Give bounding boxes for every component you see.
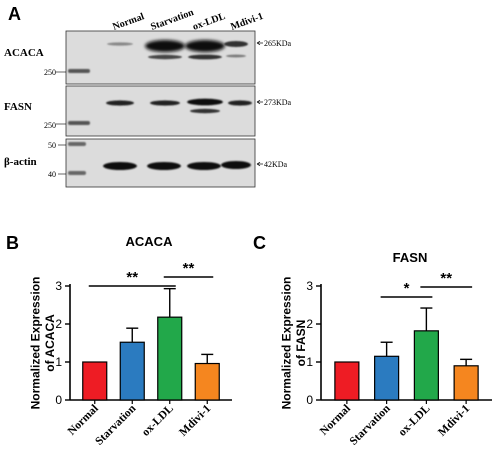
x-tick-label: Starvation (348, 402, 394, 448)
y-tick-label: 2 (306, 317, 313, 331)
band (228, 100, 252, 106)
ladder-band (68, 142, 86, 146)
band-size-label: 42KDa (264, 160, 288, 169)
panel-b-letter: B (6, 233, 19, 253)
bar (413, 330, 439, 401)
band-size-label: 273KDa (264, 98, 292, 107)
significance-label: ** (183, 260, 195, 277)
y-tick-label: 0 (55, 393, 62, 407)
significance-label: ** (126, 269, 138, 286)
blot-protein-label: ACACA (4, 47, 44, 59)
band (148, 54, 182, 60)
lane-label-mdivi: Mdivi-1 (229, 11, 265, 33)
x-tick-label: Normal (318, 403, 353, 438)
y-axis-label-line: Normalized Expression (279, 277, 293, 410)
bar (194, 362, 220, 401)
y-tick-label: 3 (306, 279, 313, 293)
band (187, 98, 223, 106)
x-tick-label: Starvation (93, 402, 139, 448)
panel-a: A Normal Starvation ox-LDL Mdivi-1 ACACA… (4, 4, 292, 188)
x-tick-label: Mdivi-1 (436, 402, 472, 438)
blot-fasn: FASN 250 273KDa (4, 85, 292, 137)
bar (157, 316, 183, 401)
band (224, 41, 248, 47)
y-tick-label: 1 (55, 355, 62, 369)
ladder-band (68, 121, 90, 125)
significance-label: * (404, 280, 410, 297)
bar (334, 361, 360, 401)
panel-a-letter: A (8, 4, 21, 24)
band (221, 161, 251, 169)
band (185, 40, 225, 52)
bar (374, 355, 400, 401)
y-tick-label: 1 (306, 355, 313, 369)
ladder-band (68, 171, 86, 175)
band-size-label: 265KDa (264, 39, 292, 48)
band (150, 100, 180, 106)
band (187, 162, 221, 170)
band (188, 54, 222, 60)
bar (119, 341, 145, 401)
chart-title: FASN (393, 250, 428, 265)
x-tick-label: ox-LDL (396, 402, 432, 438)
band (147, 162, 181, 170)
y-axis-label-line: Normalized Expression (28, 277, 42, 410)
blot-protein-label: FASN (4, 101, 32, 113)
band (226, 54, 246, 58)
lane-label-ox-ldl: ox-LDL (191, 11, 227, 33)
y-tick-label: 2 (55, 317, 62, 331)
y-tick-label: 0 (306, 393, 313, 407)
blot-protein-label: β-actin (4, 156, 37, 168)
lane-label-normal: Normal (111, 11, 146, 33)
ladder-band (68, 69, 90, 73)
y-axis-label: Normalized Expressionof FASN (279, 277, 307, 410)
y-tick-label: 3 (55, 279, 62, 293)
x-tick-label: ox-LDL (140, 402, 176, 438)
lane-label-starvation: Starvation (149, 7, 195, 33)
chart-title: ACACA (126, 234, 174, 249)
y-axis-label-line: of FASN (294, 320, 308, 367)
significance-label: ** (440, 270, 452, 287)
x-tick-label: Normal (66, 403, 101, 438)
ladder-label: 50 (48, 141, 56, 150)
band (190, 108, 220, 114)
bar (82, 361, 108, 401)
ladder-label: 250 (44, 121, 56, 130)
blot-beta-actin: β-actin 50 40 42KDa (4, 138, 288, 188)
ladder-label: 40 (48, 170, 56, 179)
x-tick-label: Mdivi-1 (177, 402, 213, 438)
blot-acaca: ACACA 250 265KDa (4, 30, 292, 85)
y-axis-label: Normalized Expressionof ACACA (28, 277, 56, 410)
band (103, 162, 137, 170)
bar (453, 365, 479, 401)
ladder-label: 250 (44, 68, 56, 77)
y-axis-label-line: of ACACA (43, 314, 57, 372)
band (107, 42, 133, 46)
band (145, 40, 185, 52)
band (106, 100, 134, 106)
panel-c-letter: C (253, 233, 266, 253)
